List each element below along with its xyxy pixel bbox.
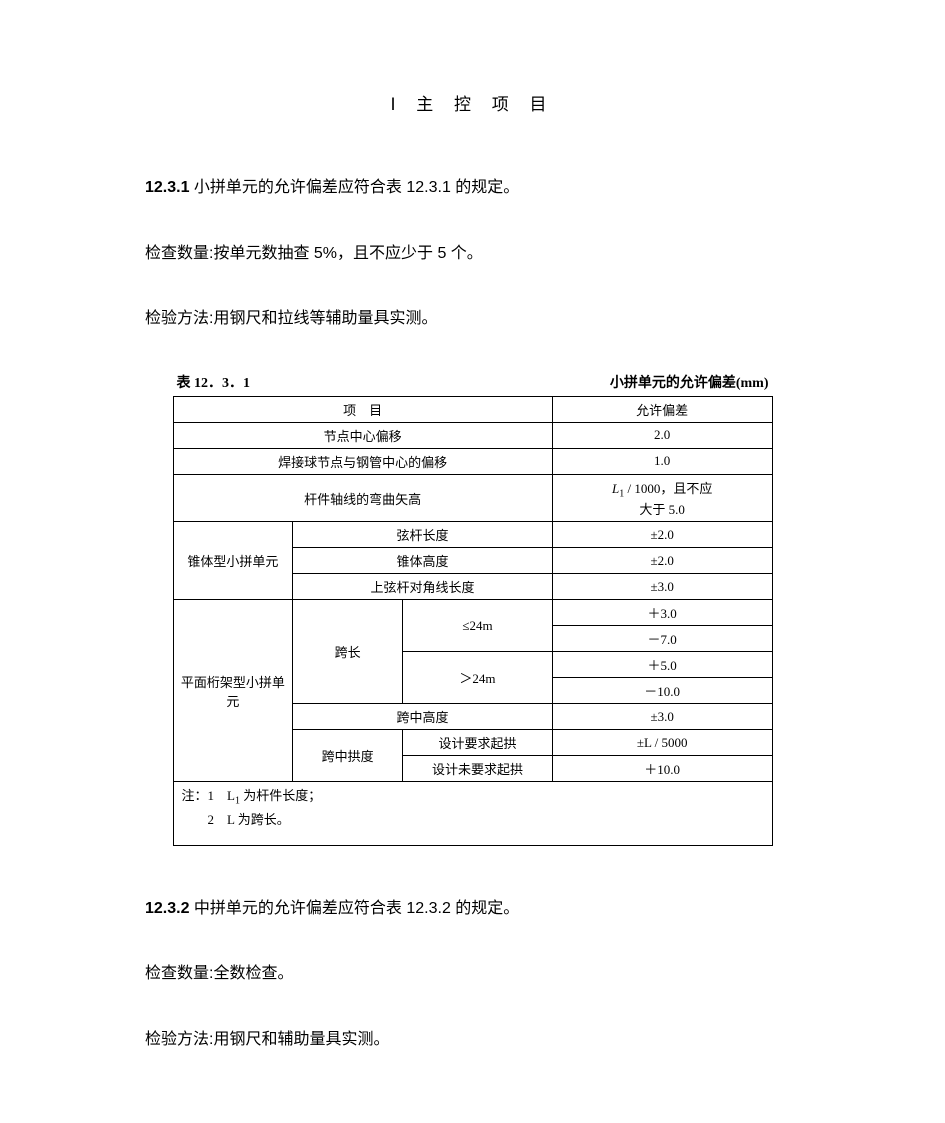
tolerance-table: 项 目 允许偏差 节点中心偏移 2.0 焊接球节点与钢管中心的偏移 1.0 杆件… bbox=[173, 396, 773, 846]
clause-text: 小拼单元的允许偏差应符合表 12.3.1 的规定。 bbox=[189, 179, 519, 196]
cell-value: －7.0 bbox=[552, 626, 772, 652]
cell-value: 2.0 bbox=[552, 422, 772, 448]
clause-12-3-2: 12.3.2 中拼单元的允许偏差应符合表 12.3.2 的规定。 bbox=[145, 896, 800, 922]
cell-item: ＞24m bbox=[403, 652, 553, 704]
caption-right: 小拼单元的允许偏差(mm) bbox=[610, 372, 769, 392]
cell-value: ＋10.0 bbox=[552, 756, 772, 782]
table-note: 注：1 L1 为杆件长度； 2 L 为跨长。 bbox=[173, 782, 772, 845]
table-row: 节点中心偏移 2.0 bbox=[173, 422, 772, 448]
table-12-3-1: 表 12．3．1 小拼单元的允许偏差(mm) 项 目 允许偏差 节点中心偏移 2… bbox=[173, 372, 773, 846]
cell-sub: 跨长 bbox=[293, 600, 403, 704]
cell-value: 1.0 bbox=[552, 448, 772, 474]
header-item: 项 目 bbox=[173, 396, 552, 422]
cell-item: 节点中心偏移 bbox=[173, 422, 552, 448]
cell-sub: 跨中拱度 bbox=[293, 730, 403, 782]
cell-item: 设计未要求起拱 bbox=[403, 756, 553, 782]
cell-item: 设计要求起拱 bbox=[403, 730, 553, 756]
cell-item: 锥体高度 bbox=[293, 548, 553, 574]
cell-value: ±2.0 bbox=[552, 522, 772, 548]
cell-item: 跨中高度 bbox=[293, 704, 553, 730]
cell-item: 弦杆长度 bbox=[293, 522, 553, 548]
table-row: 杆件轴线的弯曲矢高 L1 / 1000，且不应 大于 5.0 bbox=[173, 474, 772, 522]
check-method-2: 检验方法:用钢尺和辅助量具实测。 bbox=[145, 1027, 800, 1053]
cell-value: －10.0 bbox=[552, 678, 772, 704]
table-caption: 表 12．3．1 小拼单元的允许偏差(mm) bbox=[173, 372, 773, 396]
cell-value: ±3.0 bbox=[552, 704, 772, 730]
cell-value: ±2.0 bbox=[552, 548, 772, 574]
clause-number: 12.3.1 bbox=[145, 179, 189, 196]
cell-item: 杆件轴线的弯曲矢高 bbox=[173, 474, 552, 522]
caption-left: 表 12．3．1 bbox=[177, 372, 251, 392]
cell-value: ±L / 5000 bbox=[552, 730, 772, 756]
cell-group: 平面桁架型小拼单元 bbox=[173, 600, 293, 782]
table-row: 平面桁架型小拼单元 跨长 ≤24m ＋3.0 bbox=[173, 600, 772, 626]
check-quantity-1: 检查数量:按单元数抽查 5%，且不应少于 5 个。 bbox=[145, 241, 800, 267]
cell-value: L1 / 1000，且不应 大于 5.0 bbox=[552, 474, 772, 522]
table-row: 焊接球节点与钢管中心的偏移 1.0 bbox=[173, 448, 772, 474]
check-method-1: 检验方法:用钢尺和拉线等辅助量具实测。 bbox=[145, 306, 800, 332]
check-quantity-2: 检查数量:全数检查。 bbox=[145, 961, 800, 987]
cell-group: 锥体型小拼单元 bbox=[173, 522, 293, 600]
cell-value: ＋3.0 bbox=[552, 600, 772, 626]
cell-value: ＋5.0 bbox=[552, 652, 772, 678]
clause-number: 12.3.2 bbox=[145, 900, 189, 917]
table-note-row: 注：1 L1 为杆件长度； 2 L 为跨长。 bbox=[173, 782, 772, 845]
table-row: 锥体型小拼单元 弦杆长度 ±2.0 bbox=[173, 522, 772, 548]
table-header-row: 项 目 允许偏差 bbox=[173, 396, 772, 422]
clause-text: 中拼单元的允许偏差应符合表 12.3.2 的规定。 bbox=[189, 900, 519, 917]
cell-item: 上弦杆对角线长度 bbox=[293, 574, 553, 600]
cell-value: ±3.0 bbox=[552, 574, 772, 600]
page-heading: Ⅰ 主 控 项 目 bbox=[145, 90, 800, 115]
header-value: 允许偏差 bbox=[552, 396, 772, 422]
cell-item: 焊接球节点与钢管中心的偏移 bbox=[173, 448, 552, 474]
clause-12-3-1: 12.3.1 小拼单元的允许偏差应符合表 12.3.1 的规定。 bbox=[145, 175, 800, 201]
cell-item: ≤24m bbox=[403, 600, 553, 652]
